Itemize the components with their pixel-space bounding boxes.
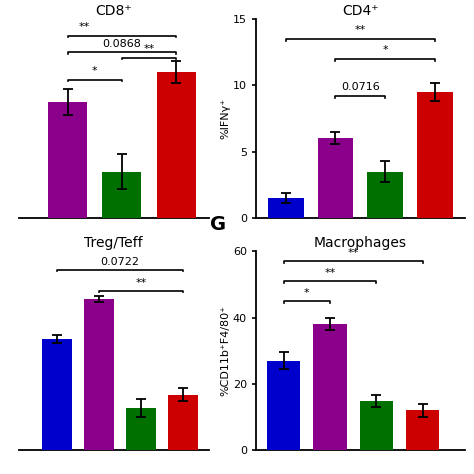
Bar xyxy=(313,324,347,450)
Y-axis label: %CD11b⁺F4/80⁺: %CD11b⁺F4/80⁺ xyxy=(220,305,230,396)
Title: CD8⁺: CD8⁺ xyxy=(95,4,132,18)
Bar xyxy=(48,102,87,218)
Text: 0.0722: 0.0722 xyxy=(100,257,139,267)
Bar xyxy=(417,92,453,218)
Text: **: ** xyxy=(78,22,90,32)
Text: 0.0868: 0.0868 xyxy=(102,39,141,49)
Bar xyxy=(318,138,353,218)
Text: *: * xyxy=(304,288,310,298)
Text: **: ** xyxy=(347,248,359,258)
Text: 0.0716: 0.0716 xyxy=(341,82,380,92)
Text: **: ** xyxy=(143,45,155,55)
Title: Treg/Teff: Treg/Teff xyxy=(84,236,143,250)
Bar xyxy=(42,339,72,450)
Text: **: ** xyxy=(136,278,147,288)
Bar xyxy=(406,410,439,450)
Text: **: ** xyxy=(355,25,366,35)
Bar xyxy=(102,172,141,218)
Title: CD4⁺: CD4⁺ xyxy=(342,4,379,18)
Bar xyxy=(360,401,393,450)
Text: C: C xyxy=(210,0,225,2)
Bar xyxy=(156,72,196,218)
Bar xyxy=(268,198,304,218)
Bar xyxy=(267,361,301,450)
Y-axis label: %IFNγ⁺: %IFNγ⁺ xyxy=(220,98,230,139)
Bar xyxy=(168,394,199,450)
Text: G: G xyxy=(210,215,226,234)
Text: **: ** xyxy=(325,268,336,278)
Bar xyxy=(84,299,114,450)
Text: *: * xyxy=(382,45,388,55)
Bar xyxy=(126,408,156,450)
Title: Macrophages: Macrophages xyxy=(314,236,407,250)
Bar xyxy=(367,172,403,218)
Text: *: * xyxy=(92,66,98,76)
